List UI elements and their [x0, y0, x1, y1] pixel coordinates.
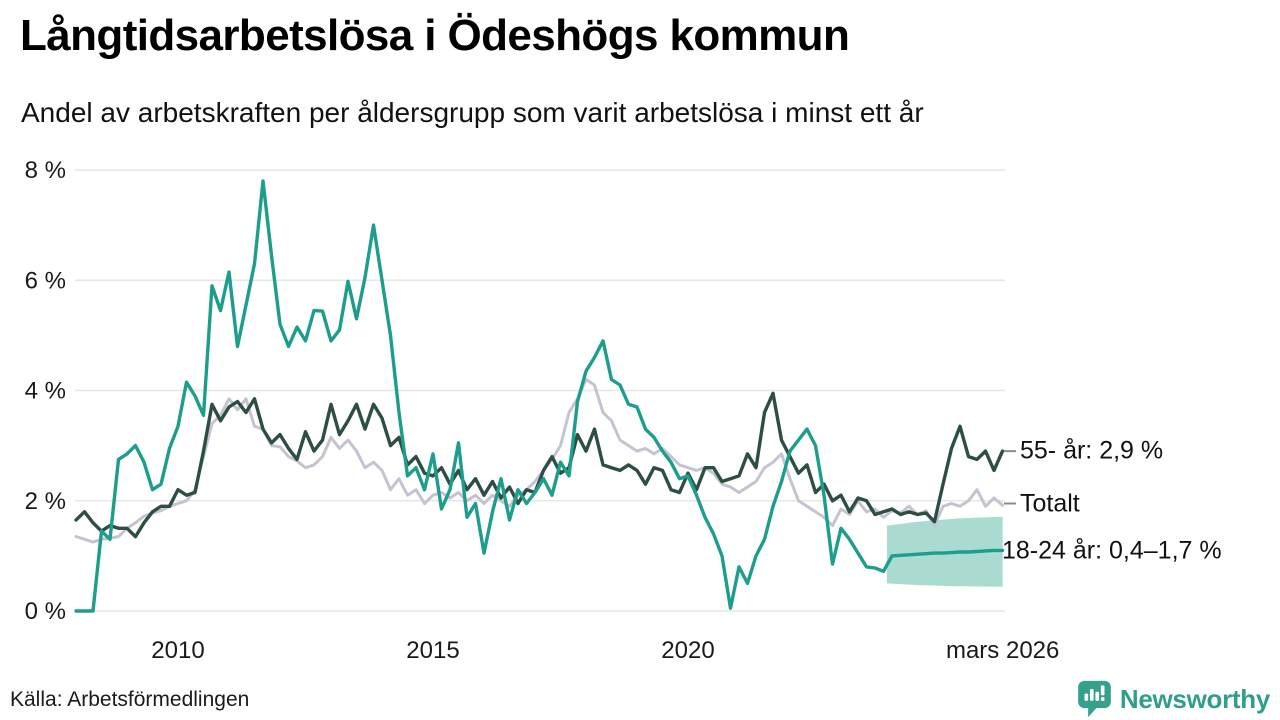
logo-bar-2: [1089, 689, 1094, 701]
chart-title: Långtidsarbetslösa i Ödeshögs kommun: [20, 11, 850, 60]
x-tick-label: mars 2026: [946, 637, 1059, 664]
y-tick-label: 2 %: [25, 488, 66, 515]
logo-bubble: [1077, 680, 1111, 718]
series-age_18_24: [74, 179, 1005, 613]
logo-bar-3: [1095, 691, 1099, 701]
logo-exclamation-dot: [1100, 697, 1105, 701]
x-tick-label: 2010: [151, 637, 204, 664]
chart-subtitle: Andel av arbetskraften per åldersgrupp s…: [21, 97, 924, 128]
annotation-totalt: Totalt: [1020, 489, 1080, 517]
annotation-18-24-ar: 18-24 år: 0,4–1,7 %: [1002, 536, 1222, 565]
series-total: [74, 378, 1004, 544]
x-tick-label: 2015: [406, 637, 459, 664]
newsworthy-logo: Newsworthy: [1076, 679, 1270, 719]
y-tick-label: 8 %: [25, 157, 66, 184]
newsworthy-logo-text: Newsworthy: [1119, 683, 1270, 714]
y-tick-label: 0 %: [25, 598, 66, 625]
source-caption: Källa: Arbetsförmedlingen: [10, 688, 250, 711]
x-tick-label: 2020: [661, 637, 714, 664]
y-tick-label: 4 %: [25, 378, 66, 405]
annotation-55-ar: 55- år: 2,9 %: [1020, 436, 1164, 465]
y-tick-label: 6 %: [25, 267, 66, 294]
newsworthy-logo-icon: [1077, 680, 1111, 718]
logo-bar-1: [1084, 693, 1088, 701]
logo-exclamation-bar: [1100, 685, 1105, 696]
series-age_55: [74, 391, 1005, 539]
